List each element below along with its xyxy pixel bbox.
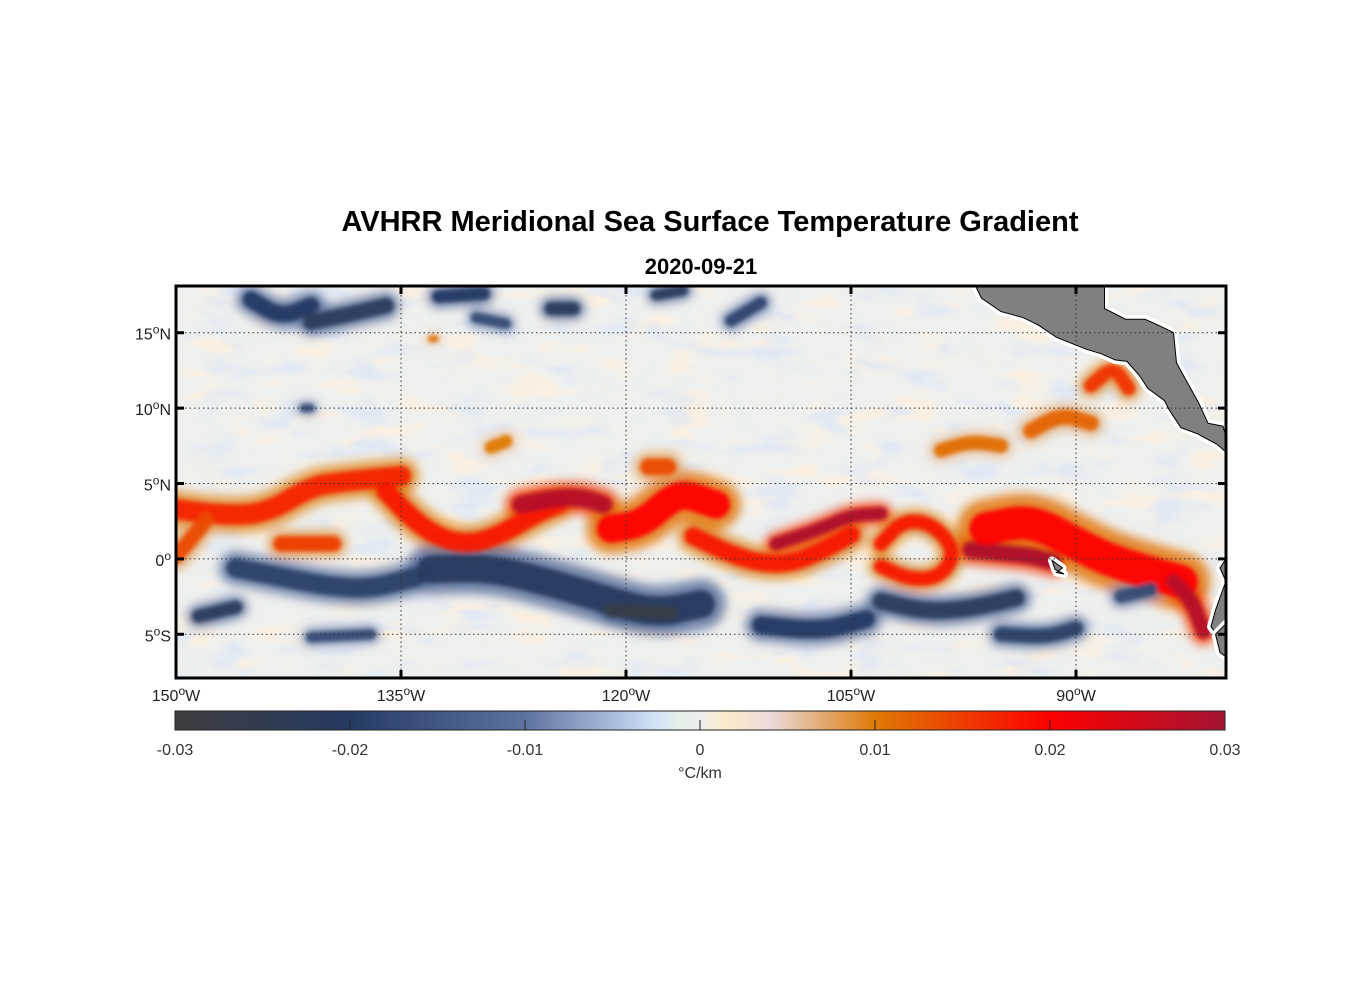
y-tick-label-value: 5 [145,628,154,645]
front-cold-patch-139w-south [305,629,377,643]
y-tick-label: 5oN [144,474,171,495]
front-tiw-front-arc-2 [684,525,860,573]
degree-symbol: o [153,323,160,337]
degree-symbol: o [178,684,185,698]
front-tiw-front-crest-1 [512,488,613,514]
colorbar-tick-label: -0.01 [507,742,544,759]
colorbar-tick-label: 0.02 [1034,742,1065,759]
y-tick-label: 5oS [145,624,171,645]
front-tiw-front-arc-1 [376,481,569,553]
front-tiw-ring-100w [873,514,959,586]
degree-symbol: o [164,549,171,563]
front-cold-patch-north-2 [303,297,394,330]
colorbar: -0.03 -0.02 -0.01 0 0.01 0.02 0.03 °C/km [157,710,1241,782]
y-tick-label-hemisphere: S [160,628,171,645]
colorbar-tick-label: 0.01 [859,742,890,759]
map-field-layer [176,286,1226,678]
degree-symbol: o [853,684,860,698]
x-tick-label: 120oW [602,684,651,705]
colorbar-tick-label: -0.02 [332,742,369,759]
land-south-america-coast-lower [1214,622,1226,658]
degree-symbol: o [403,684,410,698]
map-frame [174,284,1228,680]
y-tick-label: 10oN [135,398,171,419]
x-tick-label-value: 135 [377,688,404,705]
front-front-patch-150w-eq [176,512,214,564]
y-tick-label: 0o [155,549,171,570]
y-tick-label: 15oN [135,323,171,344]
front-north-equatorial-front-west [176,465,412,525]
y-tick-label-value: 0 [155,553,164,570]
front-cold-band-108w [752,610,875,639]
x-tick-label-value: 150 [152,688,179,705]
x-tick-label-value: 105 [827,688,854,705]
front-tiw-front-120w [596,481,731,543]
front-cold-band-91w [993,621,1084,644]
x-tick-label-hemisphere: W [635,688,651,705]
degree-symbol: o [153,474,160,488]
front-cold-band-100w [872,589,1025,619]
front-cold-patch-85w [1114,582,1158,603]
front-cold-patch-north-5 [470,312,512,329]
chart-title: AVHRR Meridional Sea Surface Temperature… [341,206,1079,238]
chart-subtitle: 2020-09-21 [644,254,758,279]
front-tiw-front-crest-2 [769,507,888,551]
y-tick-label-value: 10 [135,402,153,419]
axis-tick-marks [174,286,1226,678]
land-galapagos [1051,559,1065,575]
degree-symbol: o [1074,684,1081,698]
front-front-97w [933,435,1009,458]
x-tick-label-hemisphere: W [1081,688,1097,705]
front-front-88w-north [1023,409,1099,439]
front-cold-patch-115w-south [603,603,679,621]
colorbar-tick-label: -0.03 [157,742,194,759]
x-tick-label-hemisphere: W [185,688,201,705]
front-cold-patch-north-1 [242,291,320,323]
y-tick-label-hemisphere: N [159,478,171,495]
front-eastern-front-wide [969,506,1198,599]
front-cold-patch-148w-south [192,600,243,623]
y-tick-label-value: 15 [135,327,153,344]
colorbar-tick-label: 0.03 [1209,742,1240,759]
degree-symbol: o [628,684,635,698]
x-tick-label-value: 90 [1056,688,1074,705]
degree-symbol: o [153,398,160,412]
x-tick-label: 150oW [152,684,201,705]
x-tick-label-hemisphere: W [860,688,876,705]
front-front-gulf-panama [1083,364,1136,396]
degree-symbol: o [154,624,161,638]
front-cold-patch-north-3 [432,287,490,303]
front-cold-patch-north-6 [725,296,767,327]
y-tick-label-hemisphere: N [159,327,171,344]
front-front-core-95w [962,541,1062,571]
front-peru-coast-front [1165,573,1212,639]
y-tick-label-hemisphere: N [159,402,171,419]
front-core-layer [176,286,1212,644]
y-tick-label-value: 5 [144,478,153,495]
colorbar-ticks: -0.03 -0.02 -0.01 0 0.01 0.02 0.03 [157,720,1241,759]
front-cold-band-south-west [226,558,426,598]
front-front-128w-7n [484,434,513,454]
x-tick-label: 135oW [377,684,426,705]
front-cold-patch-north-7 [650,286,689,301]
x-tick-label: 90oW [1056,684,1096,705]
colorbar-tick-label: 0 [696,742,705,759]
x-tick-label-value: 120 [602,688,629,705]
colorbar-units-label: °C/km [678,765,722,782]
x-tick-label: 105oW [827,684,876,705]
x-tick-label-hemisphere: W [410,688,426,705]
